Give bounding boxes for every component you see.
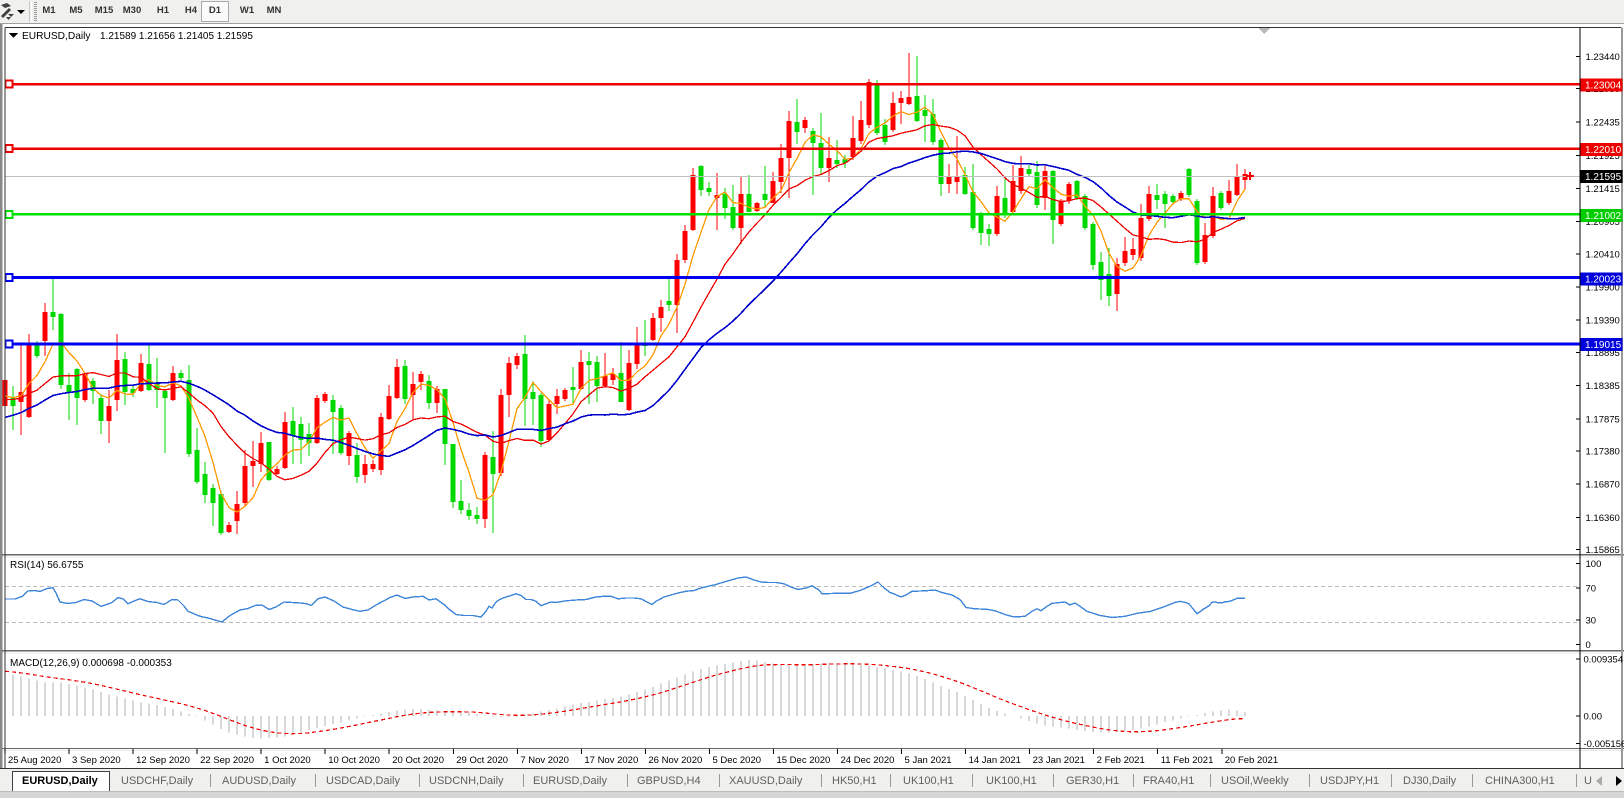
svg-text:EURUSD,Daily: EURUSD,Daily <box>22 31 91 42</box>
svg-text:1.20023: 1.20023 <box>1585 275 1622 286</box>
svg-text:1.19015: 1.19015 <box>1585 340 1622 351</box>
svg-text:1.19390: 1.19390 <box>1586 316 1620 327</box>
svg-text:1.18895: 1.18895 <box>1586 348 1620 359</box>
svg-text:1.23004: 1.23004 <box>1585 81 1622 92</box>
svg-text:1.20410: 1.20410 <box>1586 249 1620 260</box>
svg-text:2 Feb 2021: 2 Feb 2021 <box>1097 755 1145 766</box>
svg-text:1.16870: 1.16870 <box>1586 480 1620 491</box>
svg-text:12 Sep 2020: 12 Sep 2020 <box>136 755 190 766</box>
svg-text:0: 0 <box>1586 640 1591 651</box>
svg-text:7 Nov 2020: 7 Nov 2020 <box>520 755 569 766</box>
svg-text:5 Dec 2020: 5 Dec 2020 <box>712 755 761 766</box>
svg-text:RSI(14) 56.6755: RSI(14) 56.6755 <box>10 560 84 571</box>
svg-text:1.20905: 1.20905 <box>1586 217 1620 228</box>
svg-text:1.21002: 1.21002 <box>1585 211 1622 222</box>
svg-text:1.16360: 1.16360 <box>1586 513 1620 524</box>
svg-text:3 Sep 2020: 3 Sep 2020 <box>72 755 121 766</box>
svg-text:100: 100 <box>1586 559 1602 570</box>
svg-text:1.18385: 1.18385 <box>1586 381 1620 392</box>
svg-text:26 Nov 2020: 26 Nov 2020 <box>648 755 702 766</box>
svg-text:1.22010: 1.22010 <box>1585 145 1622 156</box>
svg-text:25 Aug 2020: 25 Aug 2020 <box>8 755 61 766</box>
svg-text:1.21415: 1.21415 <box>1586 184 1620 195</box>
svg-text:1.21595: 1.21595 <box>1585 172 1622 183</box>
svg-text:20 Feb 2021: 20 Feb 2021 <box>1225 755 1278 766</box>
svg-text:70: 70 <box>1586 583 1597 594</box>
svg-text:-0.005156: -0.005156 <box>1584 739 1624 750</box>
svg-text:0.00: 0.00 <box>1584 712 1603 723</box>
svg-text:24 Dec 2020: 24 Dec 2020 <box>841 755 895 766</box>
svg-text:10 Oct 2020: 10 Oct 2020 <box>328 755 380 766</box>
svg-text:14 Jan 2021: 14 Jan 2021 <box>969 755 1021 766</box>
svg-text:1.17875: 1.17875 <box>1586 414 1620 425</box>
svg-text:29 Oct 2020: 29 Oct 2020 <box>456 755 508 766</box>
svg-text:1.21925: 1.21925 <box>1586 151 1620 162</box>
svg-text:22 Sep 2020: 22 Sep 2020 <box>200 755 254 766</box>
svg-text:23 Jan 2021: 23 Jan 2021 <box>1033 755 1085 766</box>
svg-text:5 Jan 2021: 5 Jan 2021 <box>905 755 952 766</box>
svg-text:1.15865: 1.15865 <box>1586 545 1620 556</box>
svg-text:11 Feb 2021: 11 Feb 2021 <box>1161 755 1214 766</box>
svg-text:1.19900: 1.19900 <box>1586 283 1620 294</box>
svg-text:1.23440: 1.23440 <box>1586 52 1620 63</box>
svg-text:15 Dec 2020: 15 Dec 2020 <box>776 755 830 766</box>
svg-text:1.21589 1.21656 1.21405 1.2159: 1.21589 1.21656 1.21405 1.21595 <box>100 31 253 42</box>
svg-text:MACD(12,26,9) 0.000698 -0.0003: MACD(12,26,9) 0.000698 -0.000353 <box>10 658 172 669</box>
svg-text:0.009354: 0.009354 <box>1584 655 1624 666</box>
svg-text:1.17380: 1.17380 <box>1586 446 1620 457</box>
svg-text:1 Oct 2020: 1 Oct 2020 <box>264 755 310 766</box>
svg-text:20 Oct 2020: 20 Oct 2020 <box>392 755 444 766</box>
svg-text:30: 30 <box>1586 616 1597 627</box>
svg-text:17 Nov 2020: 17 Nov 2020 <box>584 755 638 766</box>
svg-text:1.22435: 1.22435 <box>1586 118 1620 129</box>
